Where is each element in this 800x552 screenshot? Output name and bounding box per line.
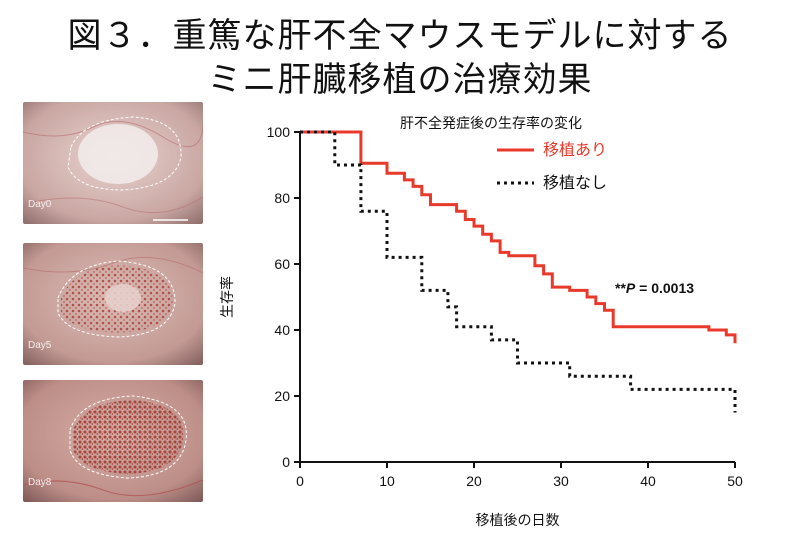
x-tick-label: 10 [379,473,395,489]
x-axis-title: 移植後の日数 [476,513,560,529]
photo-day5: Day5 [23,243,203,365]
x-tick-label: 30 [553,473,569,489]
series-line-2 [300,130,737,413]
figure-title-line1: 図３．重篤な肝不全マウスモデルに対する [67,16,733,56]
series-line-1 [300,130,737,344]
y-tick-label: 20 [274,388,290,404]
x-tick-label: 0 [296,473,304,489]
y-tick-label: 80 [274,190,290,206]
chart-curves [300,130,737,413]
figure-title-line2: ミニ肝臓移植の治療効果 [207,60,593,100]
x-tick-label: 20 [466,473,482,489]
legend-title: 肝不全発症後の生存率の変化 [400,115,582,132]
y-axis-title: 生存率 [219,276,236,318]
y-tick-label: 100 [267,124,291,140]
survival-chart: 0 10 20 30 40 50 0 20 40 60 80 100 肝不全発症後の生存率の変化移植あ… [219,115,743,529]
x-tick-label: 40 [640,473,656,489]
legend-label-1: 移植あり [543,140,607,159]
y-tick-label: 60 [274,256,290,272]
photo-label-day0: Day0 [28,199,52,210]
photo-label-day8: Day8 [28,477,52,488]
legend-label-2: 移植なし [543,173,607,192]
p-value-annotation: **P = 0.0013 [615,280,694,296]
x-tick-label: 50 [727,473,743,489]
photo-day8: Day8 [23,380,203,502]
y-tick-label: 40 [274,322,290,338]
chart-axes: 0 10 20 30 40 50 0 20 40 60 80 100 [267,124,743,489]
photo-day0: Day0 [23,102,203,224]
y-tick-label: 0 [282,454,290,470]
photo-label-day5: Day5 [28,340,52,351]
